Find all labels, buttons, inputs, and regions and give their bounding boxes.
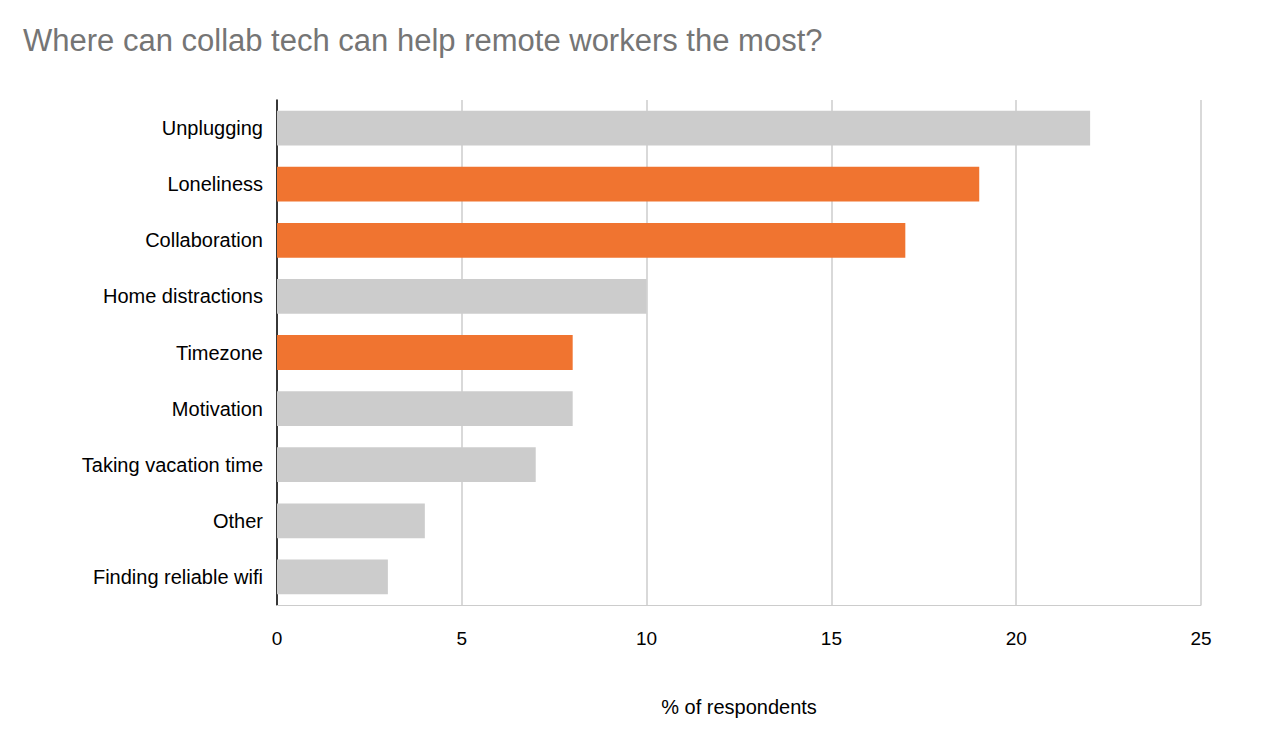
svg-text:5: 5 — [457, 628, 468, 649]
svg-text:Collaboration: Collaboration — [145, 229, 263, 251]
svg-text:Motivation: Motivation — [172, 398, 263, 420]
svg-text:10: 10 — [636, 628, 657, 649]
svg-text:Other: Other — [213, 510, 263, 532]
svg-text:Unplugging: Unplugging — [162, 117, 263, 139]
svg-text:Where can collab tech can help: Where can collab tech can help remote wo… — [23, 23, 823, 58]
svg-text:Taking vacation time: Taking vacation time — [82, 454, 263, 476]
svg-text:15: 15 — [821, 628, 842, 649]
svg-text:Loneliness: Loneliness — [167, 173, 263, 195]
svg-text:Home distractions: Home distractions — [103, 285, 263, 307]
svg-text:25: 25 — [1190, 628, 1211, 649]
svg-text:Finding reliable wifi: Finding reliable wifi — [93, 566, 263, 588]
svg-text:% of respondents: % of respondents — [661, 696, 817, 718]
svg-text:0: 0 — [272, 628, 283, 649]
svg-text:20: 20 — [1006, 628, 1027, 649]
svg-text:Timezone: Timezone — [176, 342, 263, 364]
